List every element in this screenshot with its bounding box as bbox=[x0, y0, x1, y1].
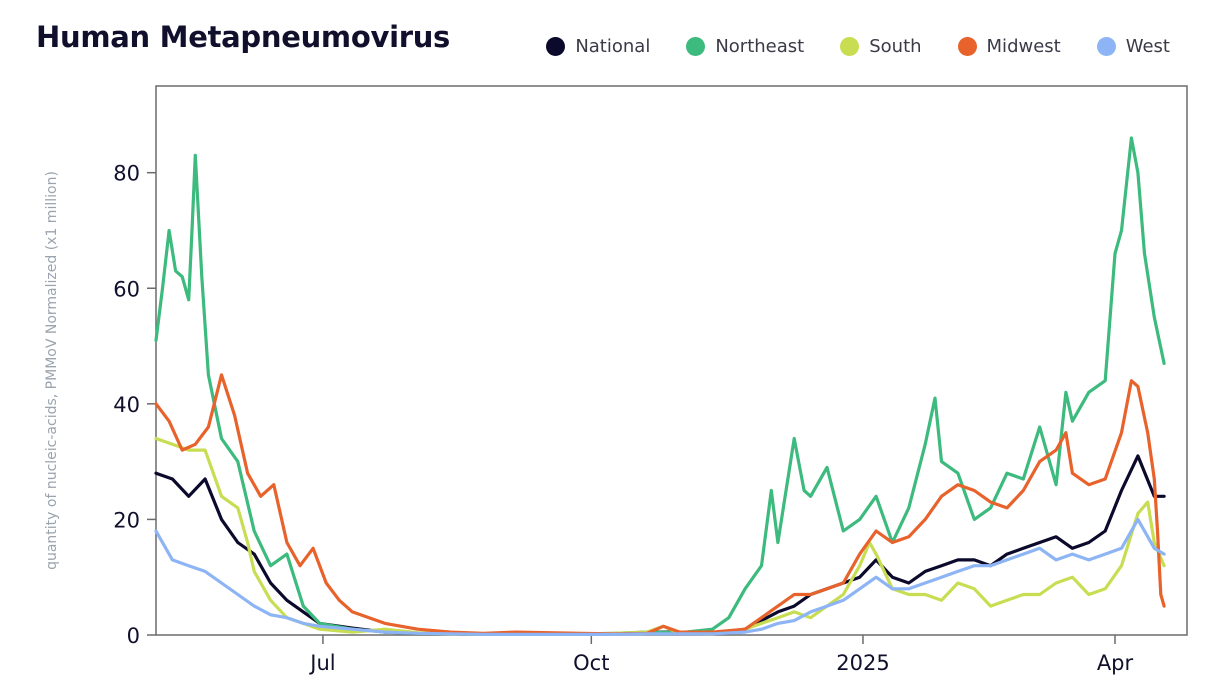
legend-label: West bbox=[1125, 36, 1170, 57]
series-line-west bbox=[154, 517, 1166, 637]
series-line-midwest bbox=[154, 373, 1166, 636]
y-tick-label: 60 bbox=[113, 277, 140, 301]
y-tick-label: 0 bbox=[127, 624, 140, 648]
legend-item-northeast[interactable]: Northeast bbox=[686, 36, 804, 57]
series-line-south bbox=[154, 436, 1166, 637]
y-tick-label: 40 bbox=[113, 393, 140, 417]
y-tick-label: 80 bbox=[113, 162, 140, 186]
legend: National Northeast South Midwest West bbox=[546, 36, 1170, 57]
legend-label: National bbox=[575, 36, 651, 57]
series-line-northeast bbox=[154, 136, 1166, 637]
legend-swatch bbox=[1096, 37, 1116, 56]
legend-item-national[interactable]: National bbox=[546, 36, 650, 57]
x-tick-label: 2025 bbox=[836, 651, 889, 675]
legend-swatch bbox=[546, 37, 566, 56]
legend-item-midwest[interactable]: Midwest bbox=[957, 36, 1061, 57]
x-tick-label: Jul bbox=[308, 651, 335, 675]
y-tick-label: 20 bbox=[113, 508, 140, 532]
x-tick-label: Oct bbox=[573, 651, 609, 675]
legend-label: Midwest bbox=[986, 36, 1061, 57]
legend-swatch bbox=[957, 37, 977, 56]
legend-item-south[interactable]: South bbox=[840, 36, 922, 57]
y-axis-label: quantity of nucleic-acids, PMMoV Normali… bbox=[44, 171, 60, 570]
legend-swatch bbox=[686, 37, 706, 56]
x-tick-label: Apr bbox=[1097, 651, 1134, 675]
legend-swatch bbox=[840, 37, 860, 56]
legend-item-west[interactable]: West bbox=[1096, 36, 1170, 57]
legend-label: Northeast bbox=[715, 36, 805, 57]
legend-label: South bbox=[869, 36, 922, 57]
series-line-national bbox=[154, 454, 1166, 637]
chart-title: Human Metapneumovirus bbox=[36, 20, 451, 54]
